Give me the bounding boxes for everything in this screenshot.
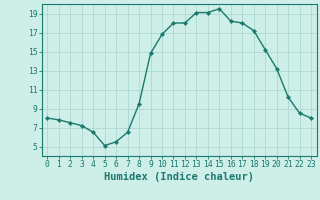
X-axis label: Humidex (Indice chaleur): Humidex (Indice chaleur) [104, 172, 254, 182]
